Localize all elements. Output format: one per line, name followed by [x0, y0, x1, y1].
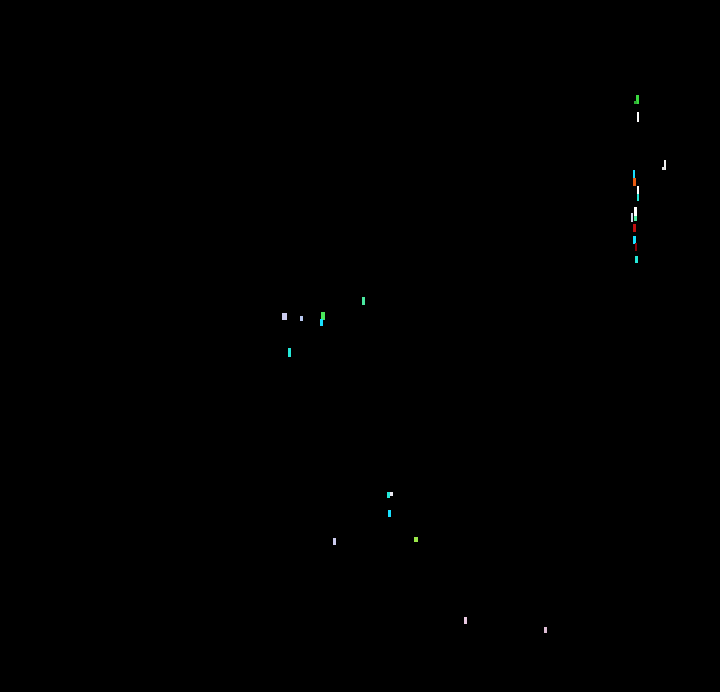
frag-green-flag	[321, 312, 325, 320]
frag-lavender-block	[282, 313, 287, 320]
frag-cyan-bar-d	[635, 256, 638, 263]
frag-green-hook-tail	[634, 101, 637, 104]
frag-lavender-tick	[333, 538, 336, 545]
frag-mint-tick	[362, 297, 365, 305]
frag-paleblue-tick	[300, 316, 303, 321]
frag-red-bar-a	[633, 224, 636, 232]
frag-pink-tick-a	[464, 617, 467, 624]
frag-cyan-stem-e	[288, 348, 291, 357]
frag-pale-stem	[631, 213, 633, 222]
cluster-lower-center	[328, 485, 418, 545]
frag-cyan-bar-b	[637, 194, 639, 201]
cluster-bottom-pink	[460, 612, 550, 634]
frag-pink-tick-b	[544, 627, 547, 633]
frag-white-corner	[390, 492, 393, 496]
frag-white-stem-d	[634, 207, 637, 217]
frag-green-hook	[636, 95, 639, 104]
cluster-mid-left	[278, 288, 370, 363]
frag-red-bar-b	[635, 243, 637, 251]
frag-orange-bar	[633, 178, 636, 186]
frag-cyan-bar-a	[633, 170, 635, 179]
frag-white-stem-c	[637, 186, 639, 194]
frag-white-stem-a	[637, 112, 639, 122]
frag-white-hook-b	[664, 160, 666, 170]
frag-cyan-tail	[320, 319, 323, 326]
frag-cyan-bar-c	[633, 236, 636, 244]
frag-cyan-corner	[387, 492, 390, 498]
frag-mint-bar	[634, 216, 637, 221]
frag-palegreen-block	[414, 537, 418, 542]
frag-cyan-hook-c	[388, 510, 391, 517]
frag-white-hook-b-tail	[662, 167, 665, 170]
